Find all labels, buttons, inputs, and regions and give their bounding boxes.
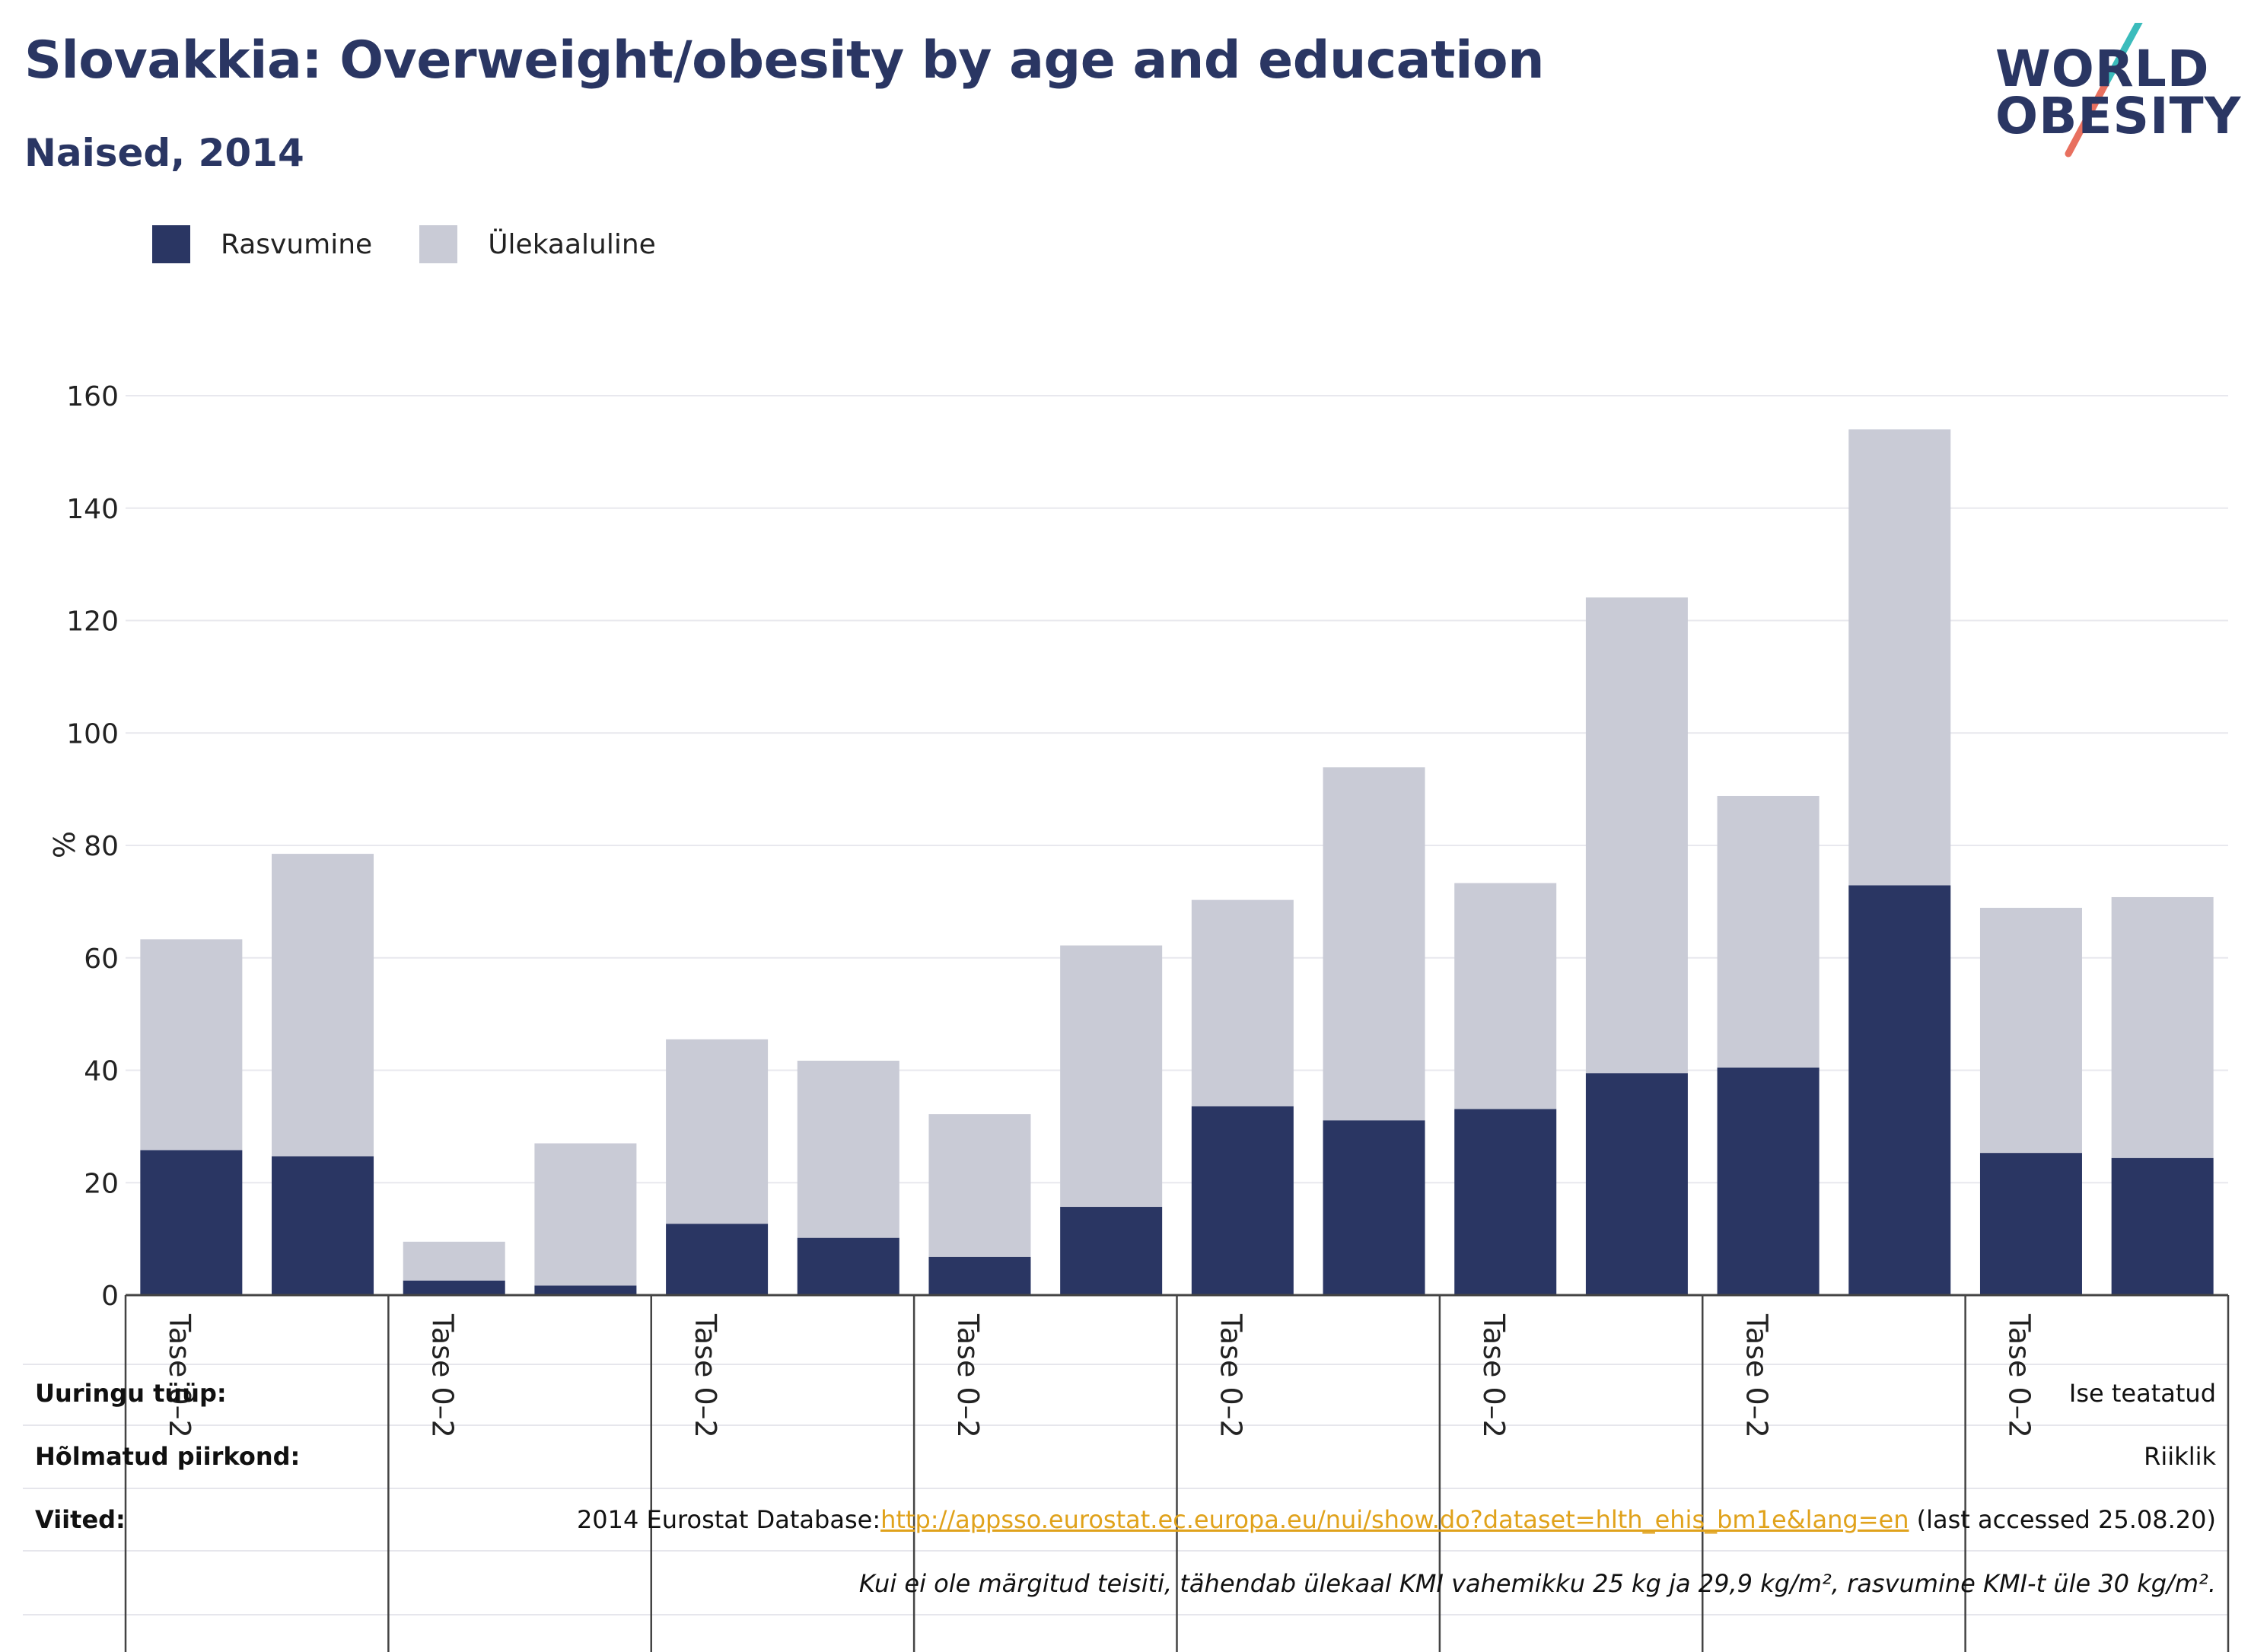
bar-overweight (1191, 899, 1294, 1106)
x-group-label: Tase 0–2 (1215, 1313, 1248, 1438)
logo-text-obesity: OBESITY (1995, 87, 2242, 145)
x-group-label: Tase 0–2 (689, 1313, 722, 1438)
reference-suffix: (last accessed 25.08.20) (1909, 1505, 2216, 1534)
bar-overweight (1323, 767, 1425, 1121)
bar-obesity (1585, 1073, 1688, 1295)
bar-obesity (1060, 1207, 1163, 1295)
legend-label-overweight: Ülekaaluline (488, 228, 656, 260)
bar-overweight (797, 1060, 899, 1238)
bar-obesity (1717, 1067, 1820, 1295)
world-obesity-logo (1979, 23, 2237, 160)
reference-link[interactable]: http://appsso.eurostat.ec.europa.eu/nui/… (880, 1505, 1909, 1534)
info-regions-label: Hõlmatud piirkond: (35, 1442, 301, 1471)
legend-label-obesity: Rasvumine (221, 228, 373, 260)
bar-overweight (1717, 795, 1820, 1068)
x-group-label: Tase 0–2 (2003, 1313, 2036, 1438)
logo-text-world: WORLD (1995, 40, 2210, 98)
bar-overweight (1060, 945, 1163, 1208)
bar-overweight (534, 1143, 637, 1286)
chart-title: Slovakkia: Overweight/obesity by age and… (24, 30, 1545, 91)
y-tick-label: 100 (66, 718, 119, 750)
reference-prefix: 2014 Eurostat Database: (576, 1505, 881, 1534)
y-tick-label: 80 (84, 831, 119, 862)
y-tick-label: 160 (66, 381, 119, 412)
y-tick-label: 40 (84, 1056, 119, 1087)
bar-obesity (797, 1237, 899, 1295)
x-group-label: Tase 0–2 (425, 1313, 459, 1438)
y-tick-label: 120 (66, 606, 119, 638)
bar-obesity (403, 1280, 505, 1295)
y-tick-label: 60 (84, 944, 119, 975)
logo-slash-icon (2065, 23, 2143, 158)
bar-overweight (272, 854, 374, 1157)
y-axis-label: % (46, 831, 80, 858)
bar-obesity (534, 1285, 637, 1295)
info-regions-value: Riiklik (2144, 1442, 2216, 1471)
legend-swatch-overweight (419, 225, 458, 263)
bar-overweight (403, 1241, 505, 1281)
bar-overweight (140, 939, 243, 1151)
info-survey-type-label: Uuringu tüüp: (35, 1379, 227, 1408)
bar-overweight (1585, 597, 1688, 1074)
y-tick-label: 20 (84, 1168, 119, 1199)
bar-overweight (1979, 908, 2082, 1154)
y-tick-label: 0 (101, 1281, 119, 1312)
bar-overweight (666, 1039, 769, 1224)
bar-obesity (928, 1256, 1031, 1295)
legend-swatch-obesity (152, 225, 190, 263)
x-group-label: Tase 0–2 (1740, 1313, 1773, 1438)
bar-overweight (1454, 883, 1557, 1109)
bar-obesity (1191, 1106, 1294, 1295)
bar-obesity (2111, 1157, 2214, 1295)
bar-obesity (1979, 1153, 2082, 1295)
bar-overweight (1848, 429, 1951, 886)
bar-obesity (272, 1156, 374, 1295)
legend-item-obesity: Rasvumine (152, 225, 372, 263)
bar-obesity (666, 1224, 769, 1295)
bar-obesity (140, 1150, 243, 1295)
info-survey-type-value: Ise teatatud (2068, 1379, 2216, 1408)
legend: Rasvumine Ülekaaluline (152, 225, 702, 263)
x-group-label: Tase 0–2 (163, 1313, 196, 1438)
bar-overweight (928, 1114, 1031, 1257)
info-references-value: 2014 Eurostat Database:http://appsso.eur… (577, 1505, 2216, 1534)
info-references-label: Viited: (35, 1505, 126, 1534)
x-group-label: Tase 0–2 (1477, 1313, 1511, 1438)
bar-obesity (1323, 1120, 1425, 1295)
bar-obesity (1848, 885, 1951, 1295)
definition-note: Kui ei ole märgitud teisiti, tähendab ül… (858, 1569, 2216, 1598)
chart-subtitle: Naised, 2014 (24, 131, 304, 175)
y-tick-label: 140 (66, 494, 119, 525)
x-group-label: Tase 0–2 (951, 1313, 985, 1438)
bar-overweight (2111, 896, 2214, 1158)
bar-obesity (1454, 1109, 1557, 1295)
legend-item-overweight: Ülekaaluline (419, 225, 656, 263)
